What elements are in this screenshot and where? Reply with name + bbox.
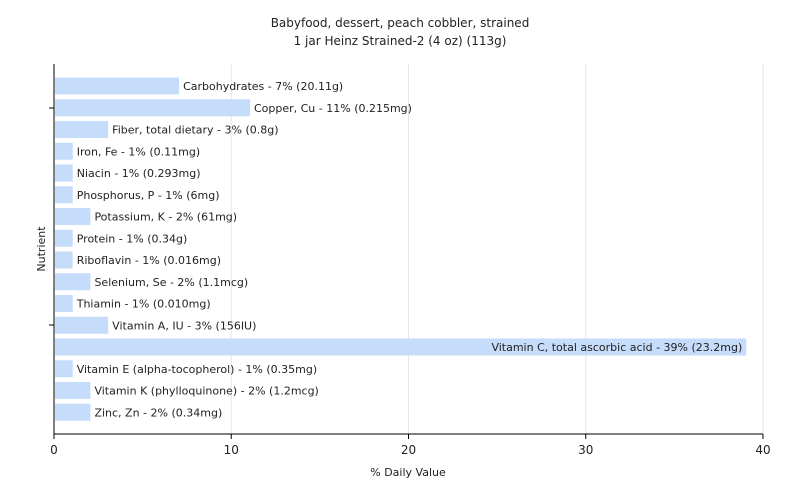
- bar: [55, 382, 91, 399]
- x-tick-label: 30: [578, 443, 593, 457]
- bar-label: Potassium, K - 2% (61mg): [94, 211, 237, 224]
- bar-label: Selenium, Se - 2% (1.1mcg): [94, 276, 248, 289]
- x-ticks: 0 10 20 30 40: [49, 107, 771, 457]
- bar: [55, 251, 73, 269]
- bar-label: Copper, Cu - 11% (0.215mg): [254, 102, 412, 115]
- x-axis-label: % Daily Value: [370, 466, 446, 479]
- bar-label: Thiamin - 1% (0.010mg): [76, 298, 211, 311]
- x-tick-label: 10: [224, 443, 239, 457]
- bar-label: Protein - 1% (0.34g): [77, 232, 188, 245]
- chart-title: Babyfood, dessert, peach cobbler, strain…: [271, 16, 530, 30]
- bar: [55, 403, 91, 421]
- bar: [55, 186, 73, 204]
- bar: [55, 99, 250, 117]
- bar: [55, 295, 73, 312]
- y-axis-label: Nutrient: [35, 226, 48, 272]
- grid-lines: [230, 64, 764, 434]
- bar: [55, 338, 747, 356]
- bars: Carbohydrates - 7% (20.11g) Copper, Cu - …: [55, 77, 747, 421]
- x-tick-label: 20: [401, 443, 416, 457]
- bar-label: Niacin - 1% (0.293mg): [77, 167, 201, 180]
- bar-label: Vitamin E (alpha-tocopherol) - 1% (0.35m…: [77, 363, 317, 376]
- bar-label: Vitamin A, IU - 3% (156IU): [112, 319, 256, 332]
- bar-label: Riboflavin - 1% (0.016mg): [77, 254, 221, 267]
- bar-label: Zinc, Zn - 2% (0.34mg): [94, 406, 222, 419]
- chart-subtitle: 1 jar Heinz Strained-2 (4 oz) (113g): [294, 34, 507, 48]
- bar-label: Iron, Fe - 1% (0.11mg): [77, 145, 200, 158]
- bar-label: Phosphorus, P - 1% (6mg): [77, 189, 220, 202]
- x-tick-label: 0: [50, 443, 58, 457]
- bar: [55, 208, 91, 225]
- bar: [55, 273, 91, 291]
- bar: [55, 164, 73, 182]
- bar: [55, 121, 109, 138]
- bar: [55, 142, 73, 160]
- bar-label: Vitamin C, total ascorbic acid - 39% (23…: [491, 341, 742, 354]
- x-tick-label: 40: [755, 443, 770, 457]
- bar-label: Vitamin K (phylloquinone) - 2% (1.2mcg): [94, 385, 318, 398]
- bar: [55, 229, 73, 247]
- bar-label: Fiber, total dietary - 3% (0.8g): [112, 124, 278, 137]
- bar: [55, 316, 109, 334]
- bar-label: Carbohydrates - 7% (20.11g): [183, 80, 343, 93]
- bar: [55, 360, 73, 378]
- bar: [55, 77, 180, 95]
